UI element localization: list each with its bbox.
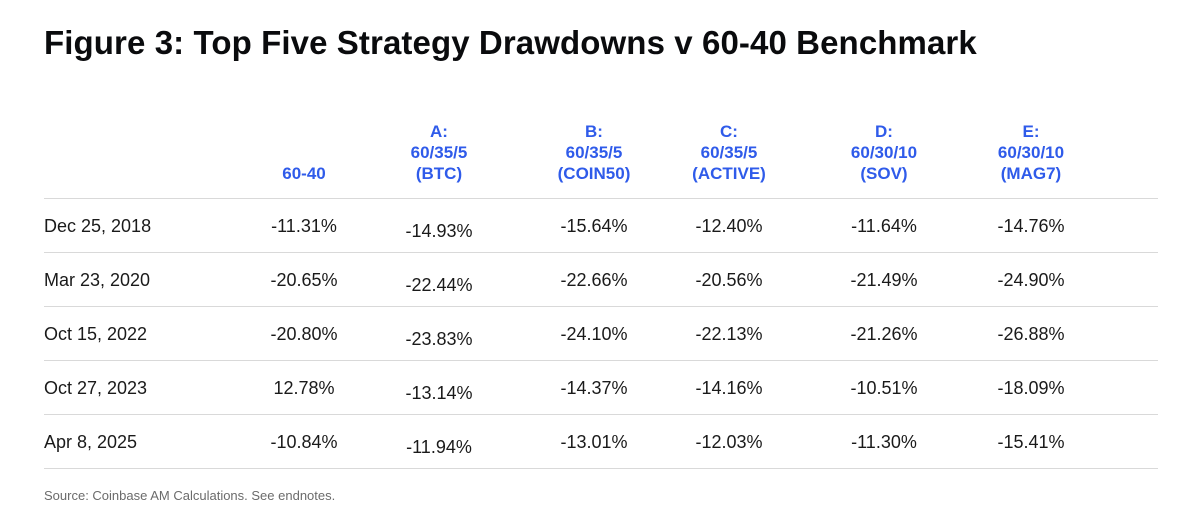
- column-header-line: (ACTIVE): [692, 164, 766, 183]
- column-header-c: C: 60/35/5 (ACTIVE): [664, 121, 794, 184]
- figure-title: Figure 3: Top Five Strategy Drawdowns v …: [44, 24, 977, 61]
- column-header-line: (COIN50): [557, 164, 631, 183]
- column-header-line: 60/35/5: [410, 143, 468, 162]
- cell-d: -10.51%: [850, 378, 918, 398]
- row-date: Oct 27, 2023: [44, 378, 148, 398]
- column-header-line: 60/35/5: [565, 143, 623, 162]
- column-header-line: A:: [430, 122, 448, 141]
- table-row: Apr 8, 2025 -10.84% -11.94% -13.01% -12.…: [44, 415, 1158, 469]
- column-header-line: 60-40: [282, 164, 326, 183]
- cell-b: -14.37%: [560, 378, 628, 398]
- column-header-line: E:: [1022, 122, 1040, 141]
- table-row: Mar 23, 2020 -20.65% -22.44% -22.66% -20…: [44, 253, 1158, 307]
- table-header-row: 60-40 A: 60/35/5 (BTC) B: 60/35/5 (COIN5…: [44, 112, 1158, 199]
- cell-60-40: -20.65%: [270, 270, 338, 290]
- cell-c: -22.13%: [695, 324, 763, 344]
- cell-d: -21.49%: [850, 270, 918, 290]
- column-header-line: C:: [720, 122, 738, 141]
- cell-a: -22.44%: [405, 275, 473, 295]
- column-header-line: 60/30/10: [850, 143, 918, 162]
- cell-b: -22.66%: [560, 270, 628, 290]
- cell-e: -26.88%: [997, 324, 1065, 344]
- column-header-line: (MAG7): [1000, 164, 1062, 183]
- column-header-line: B:: [585, 122, 603, 141]
- cell-60-40: -11.31%: [271, 216, 337, 236]
- column-header-60-40: 60-40: [254, 163, 354, 184]
- cell-b: -15.64%: [560, 216, 628, 236]
- cell-e: -24.90%: [997, 270, 1065, 290]
- column-header-line: 60/30/10: [997, 143, 1065, 162]
- cell-60-40: 12.78%: [273, 378, 335, 398]
- cell-a: -13.14%: [405, 383, 473, 403]
- cell-d: -11.64%: [851, 216, 917, 236]
- row-date: Dec 25, 2018: [44, 216, 152, 236]
- column-header-line: (SOV): [860, 164, 908, 183]
- cell-c: -12.03%: [695, 432, 763, 452]
- row-date: Apr 8, 2025: [44, 432, 138, 452]
- column-header-d: D: 60/30/10 (SOV): [819, 121, 949, 184]
- cell-c: -14.16%: [695, 378, 763, 398]
- source-note: Source: Coinbase AM Calculations. See en…: [44, 488, 336, 503]
- cell-a: -23.83%: [405, 329, 473, 349]
- column-header-line: (BTC): [415, 164, 463, 183]
- cell-60-40: -20.80%: [270, 324, 338, 344]
- drawdown-table: 60-40 A: 60/35/5 (BTC) B: 60/35/5 (COIN5…: [44, 112, 1158, 469]
- cell-c: -12.40%: [695, 216, 763, 236]
- cell-e: -18.09%: [997, 378, 1065, 398]
- cell-a: -14.93%: [405, 221, 473, 241]
- row-date: Oct 15, 2022: [44, 324, 148, 344]
- column-header-e: E: 60/30/10 (MAG7): [966, 121, 1096, 184]
- cell-a: -11.94%: [406, 437, 472, 457]
- table-row: Dec 25, 2018 -11.31% -14.93% -15.64% -12…: [44, 199, 1158, 253]
- table-row: Oct 27, 2023 12.78% -13.14% -14.37% -14.…: [44, 361, 1158, 415]
- column-header-b: B: 60/35/5 (COIN50): [519, 121, 669, 184]
- cell-c: -20.56%: [695, 270, 763, 290]
- cell-b: -13.01%: [560, 432, 628, 452]
- table-row: Oct 15, 2022 -20.80% -23.83% -24.10% -22…: [44, 307, 1158, 361]
- cell-b: -24.10%: [560, 324, 628, 344]
- row-date: Mar 23, 2020: [44, 270, 151, 290]
- cell-60-40: -10.84%: [270, 432, 338, 452]
- column-header-line: 60/35/5: [700, 143, 758, 162]
- column-header-a: A: 60/35/5 (BTC): [374, 121, 504, 184]
- column-header-line: D:: [875, 122, 893, 141]
- cell-d: -11.30%: [851, 432, 917, 452]
- cell-d: -21.26%: [850, 324, 918, 344]
- cell-e: -14.76%: [997, 216, 1065, 236]
- cell-e: -15.41%: [997, 432, 1065, 452]
